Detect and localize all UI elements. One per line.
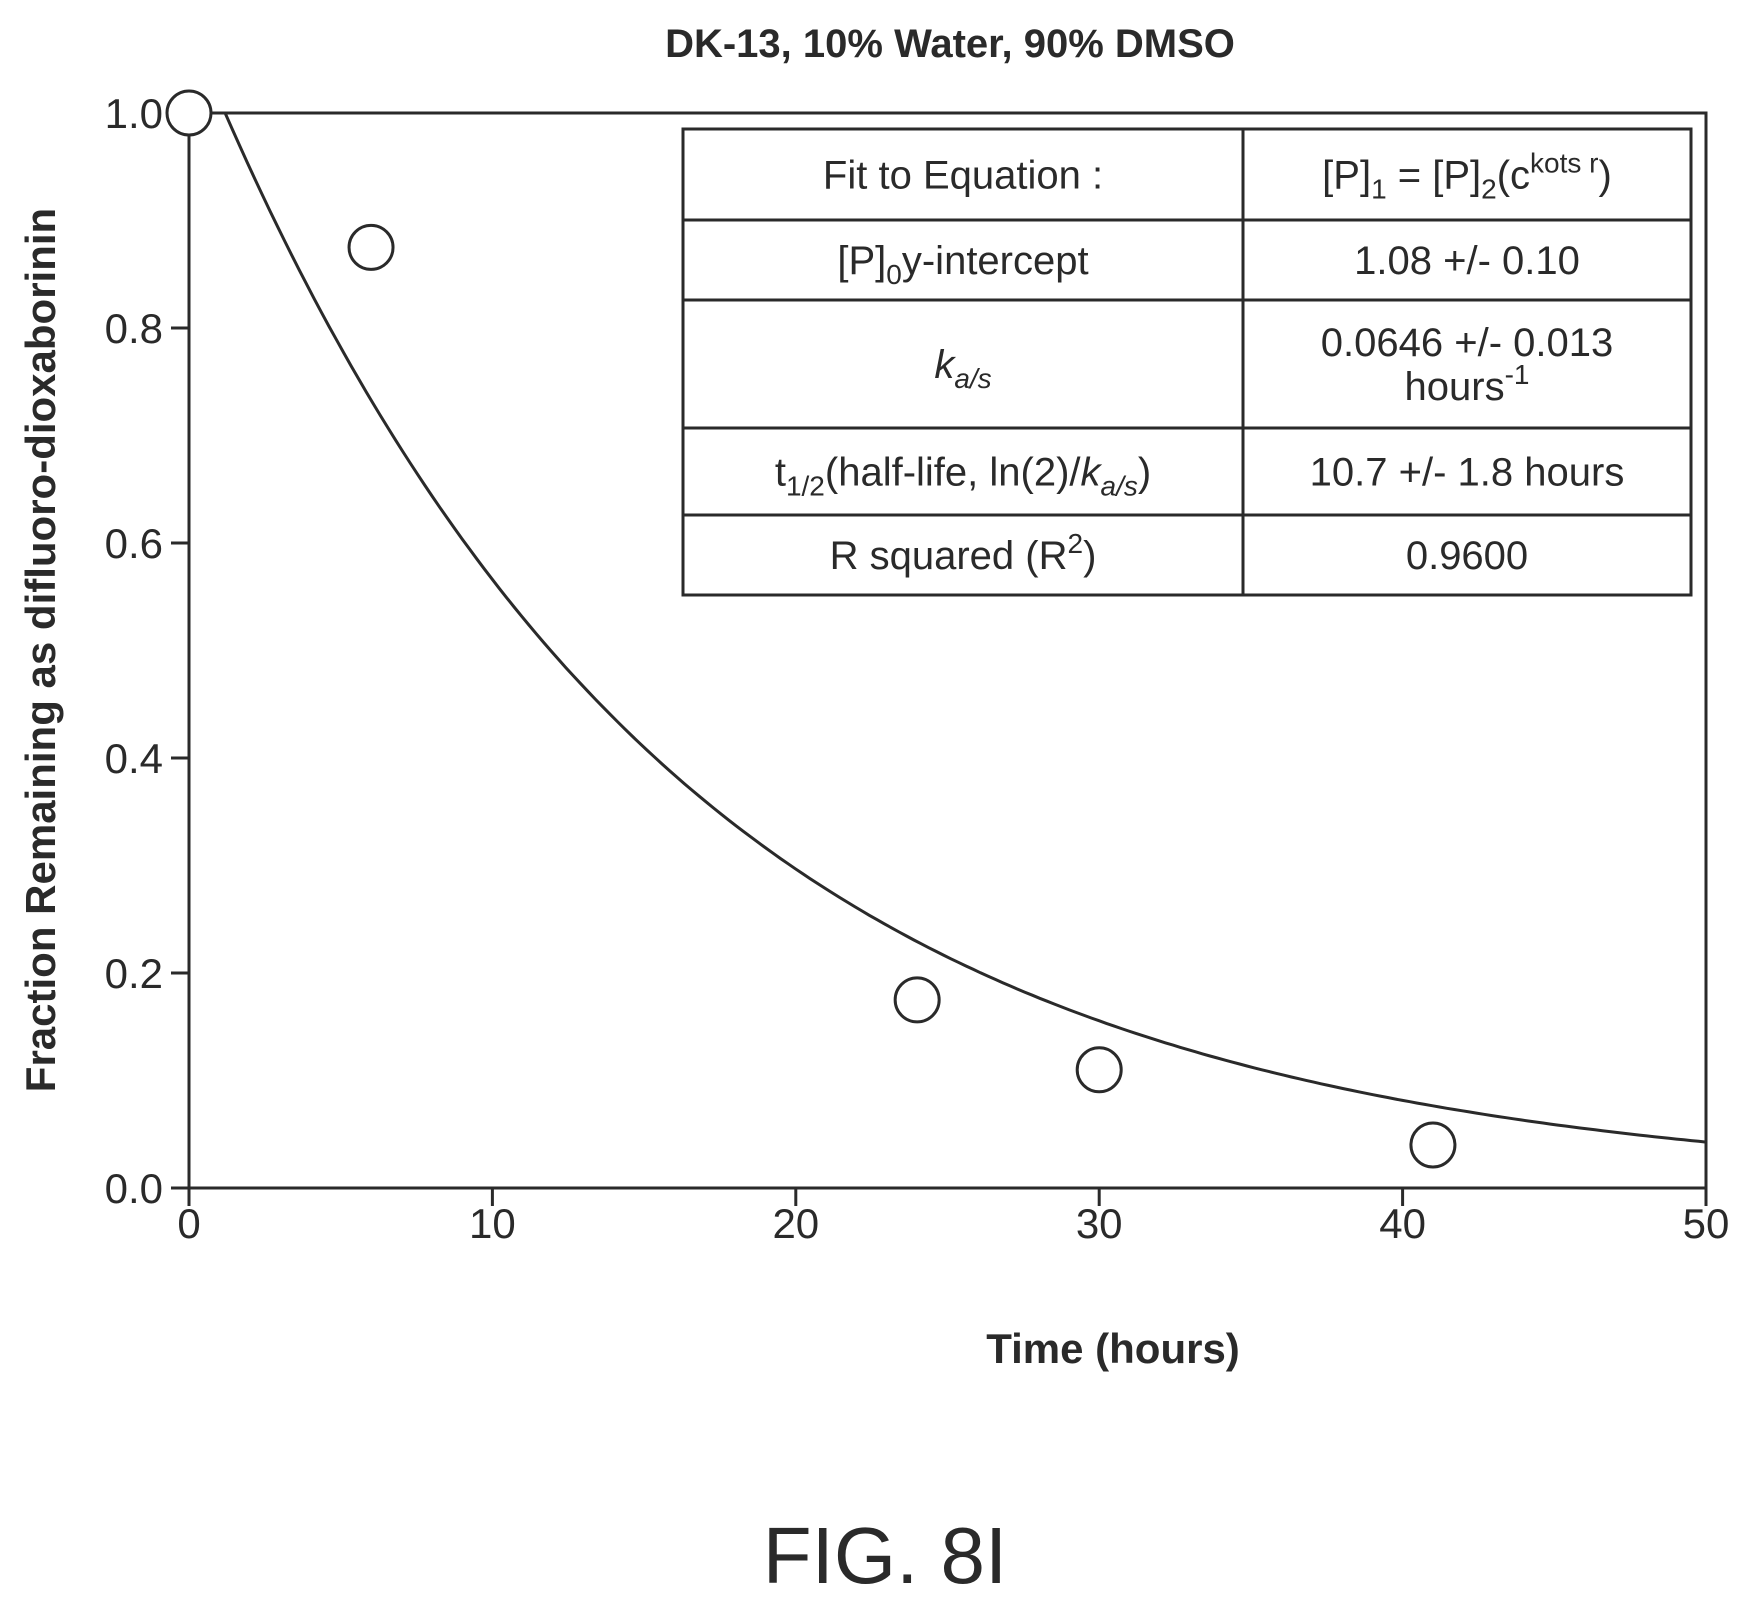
fit-curve xyxy=(224,112,1707,1144)
x-tick-label: 10 xyxy=(469,1200,516,1247)
fit-table-label-part: 0 xyxy=(886,259,902,290)
x-tick-label: 0 xyxy=(177,1200,200,1247)
fit-table-value-part: (c xyxy=(1497,154,1530,198)
fit-table: Fit to Equation : [P]1 = [P]2(ckots r)[P]… xyxy=(681,127,1693,597)
fit-table-value: [P]1 = [P]2(ckots r) xyxy=(1322,148,1612,205)
y-tick-label: 0.8 xyxy=(105,305,163,352)
fit-table-value-part: 1 xyxy=(1371,174,1387,205)
fit-table-label-part: a/s xyxy=(1101,471,1138,502)
y-tick-label: 0.2 xyxy=(105,950,163,997)
y-axis-title: Fraction Remaining as difluoro-dioxabori… xyxy=(17,208,64,1092)
fit-table-label-part: k xyxy=(1081,451,1103,495)
fit-table-value: 1.08 +/- 0.10 xyxy=(1354,239,1580,283)
fit-table-label: [P]0y-intercept xyxy=(837,239,1088,290)
fit-table-value-part: 0.9600 xyxy=(1406,534,1528,578)
fit-table-value-part: 10.7 +/- 1.8 hours xyxy=(1310,451,1625,495)
fit-table-value-part: = [P] xyxy=(1387,154,1482,198)
y-tick-label: 1.0 xyxy=(105,90,163,137)
y-tick-label: 0.6 xyxy=(105,520,163,567)
fit-table-border xyxy=(681,127,1693,597)
data-point xyxy=(165,89,213,137)
data-point xyxy=(1075,1046,1123,1094)
fit-table-label-part: [P] xyxy=(837,239,886,283)
data-point xyxy=(893,976,941,1024)
fit-table-label-part: t xyxy=(775,451,786,495)
fit-table-value-part: 0.0646 +/- 0.013 xyxy=(1321,321,1613,365)
fit-table-value-part: [P] xyxy=(1322,154,1371,198)
chart-title: DK-13, 10% Water, 90% DMSO xyxy=(665,22,1235,66)
plot-frame xyxy=(187,111,1708,1190)
fit-table-value-part: 1.08 +/- 0.10 xyxy=(1354,239,1580,283)
fit-table-label-part: R squared (R xyxy=(830,534,1068,578)
fit-table-label: t1/2(half-life, ln(2)/ka/s) xyxy=(775,451,1151,502)
x-axis: 0 10 20 30 40 50 xyxy=(177,1188,1729,1247)
x-tick-label: 30 xyxy=(1076,1200,1123,1247)
fit-table-label-part: a/s xyxy=(954,363,991,394)
x-axis-title: Time (hours) xyxy=(986,1325,1240,1372)
fit-table-label-part: ) xyxy=(1083,534,1096,578)
y-tick-label: 0.4 xyxy=(105,735,163,782)
fit-table-label-part: 2 xyxy=(1067,528,1083,559)
fit-table-label-part: y-intercept xyxy=(902,239,1089,283)
fit-table-value-part: ) xyxy=(1599,154,1612,198)
fit-table-label-part: k xyxy=(934,343,956,387)
fit-table-label: ka/s xyxy=(934,343,991,394)
fit-table-value-part: 2 xyxy=(1481,174,1497,205)
fit-table-value: 0.0646 +/- 0.013 xyxy=(1321,321,1613,365)
fit-table-label-part: (half-life, ln(2)/ xyxy=(825,451,1082,495)
y-axis: 0.0 0.2 0.4 0.6 0.8 1.0 xyxy=(105,90,189,1212)
fit-table-label-part: ) xyxy=(1138,451,1151,495)
data-point xyxy=(1409,1121,1457,1169)
fit-table-label: R squared (R2) xyxy=(830,528,1097,578)
x-tick-label: 50 xyxy=(1683,1200,1730,1247)
fit-table-value: hours-1 xyxy=(1405,359,1530,409)
fit-table-value: 10.7 +/- 1.8 hours xyxy=(1310,451,1625,495)
fit-table-value-part: -1 xyxy=(1505,359,1530,390)
fit-table-value-part: kots r xyxy=(1530,148,1598,179)
x-tick-label: 20 xyxy=(772,1200,819,1247)
fit-table-value: 0.9600 xyxy=(1406,534,1528,578)
fit-table-label-part: Fit to Equation : xyxy=(823,154,1103,198)
data-point xyxy=(347,223,395,271)
data-points xyxy=(165,89,1457,1169)
fit-table-value-part: hours xyxy=(1405,365,1505,409)
x-tick-label: 40 xyxy=(1379,1200,1426,1247)
fit-table-label-part: 1/2 xyxy=(786,471,825,502)
y-tick-label: 0.0 xyxy=(105,1165,163,1212)
figure-label: FIG. 8I xyxy=(763,1511,1008,1600)
fit-table-label: Fit to Equation : xyxy=(823,154,1103,198)
